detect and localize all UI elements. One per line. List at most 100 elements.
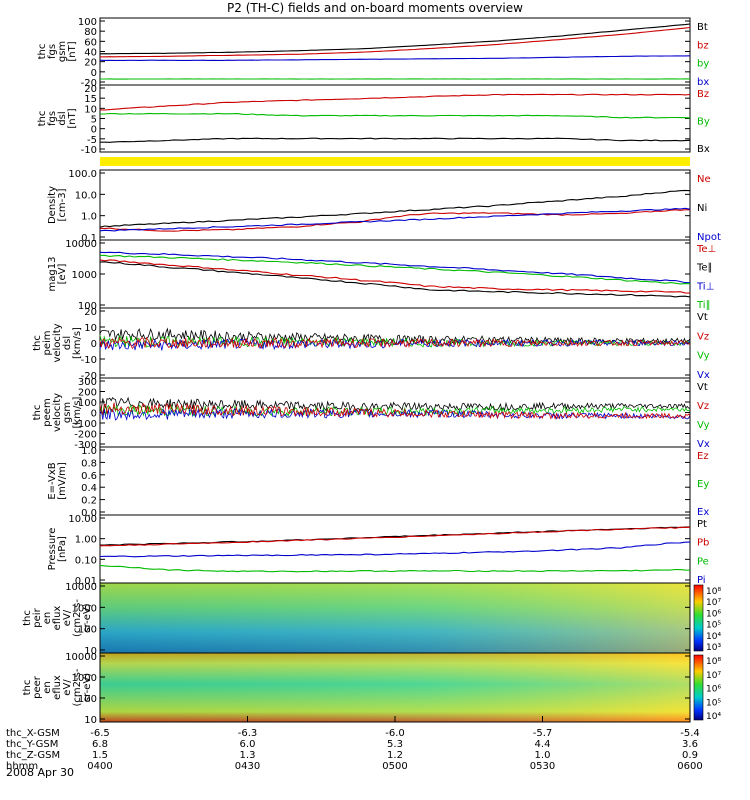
y-tick-label: 100 bbox=[78, 694, 97, 705]
y-axis-label: [mV/m] bbox=[57, 462, 68, 500]
legend-entry: Te⊥ bbox=[696, 244, 716, 255]
y-tick-label: 1.0 bbox=[81, 212, 97, 223]
y-tick-label: 10 bbox=[84, 104, 97, 115]
x-row-value: -6.3 bbox=[238, 728, 258, 739]
x-row-label: thc_Y-GSM bbox=[6, 739, 58, 750]
y-tick-label: 0.10 bbox=[75, 555, 97, 566]
series-line bbox=[100, 137, 691, 143]
x-row-value: 1.5 bbox=[92, 750, 108, 761]
x-row-value: 1.0 bbox=[535, 750, 551, 761]
y-axis-label: fgs bbox=[47, 111, 58, 126]
y-axis-label: eflux bbox=[52, 606, 63, 631]
legend-entry: Vt bbox=[697, 312, 708, 323]
y-tick-label: 0.4 bbox=[81, 483, 97, 494]
y-tick-label: 5 bbox=[91, 115, 97, 126]
y-tick-label: 0 bbox=[91, 68, 97, 79]
y-tick-label: 20 bbox=[84, 58, 97, 69]
series-line bbox=[99, 251, 691, 284]
y-tick-label: 1000 bbox=[72, 270, 97, 281]
legend-entry: Bt bbox=[697, 22, 708, 33]
panel-peim-velocity: 20 10 0 -10 -20 thc peim velocity dsl [km/s] Vt Vz V… bbox=[32, 307, 710, 382]
x-row-label: hhmm bbox=[6, 761, 38, 772]
y-tick-label: -5 bbox=[87, 135, 97, 146]
y-tick-label: 100 bbox=[78, 398, 97, 409]
colorbar-tick-label: 10⁴ bbox=[706, 712, 721, 722]
y-tick-label: 10 bbox=[84, 646, 97, 657]
y-tick-label: 0.01 bbox=[75, 576, 97, 587]
y-tick-label: -200 bbox=[74, 430, 97, 441]
series-line bbox=[99, 338, 691, 351]
y-tick-label: 15 bbox=[84, 94, 97, 105]
colorbar bbox=[693, 584, 704, 652]
y-tick-label: -10 bbox=[81, 355, 97, 366]
y-axis-label: [km/s] bbox=[72, 396, 83, 428]
y-axis-label: (cm2-s- bbox=[72, 668, 83, 706]
panel-efield: 1.00.8 0.60.4 0.20.0 E=-VxB [mV/m] Ez Ey Ex bbox=[47, 446, 709, 519]
series-line bbox=[99, 526, 691, 547]
legend-entry: Vy bbox=[697, 351, 710, 362]
x-row-value: 0430 bbox=[235, 761, 260, 772]
series-line bbox=[99, 396, 691, 413]
x-row-value: 1.3 bbox=[240, 750, 256, 761]
legend-entry: Ey bbox=[697, 479, 709, 490]
legend-entry: Vx bbox=[697, 370, 710, 381]
colorbar-tick-label: 10⁶ bbox=[706, 609, 721, 619]
y-tick-label: 100 bbox=[78, 17, 97, 28]
y-tick-label: 20 bbox=[84, 84, 97, 95]
y-axis-label: peer bbox=[32, 675, 43, 699]
legend-entry: by bbox=[697, 59, 709, 70]
y-tick-label: 0.2 bbox=[81, 496, 97, 507]
y-tick-label: 10.0 bbox=[75, 190, 97, 201]
legend-entry: Ez bbox=[697, 451, 709, 462]
y-axis-label: eV/ bbox=[62, 609, 73, 626]
colorbar-tick-label: 10³ bbox=[706, 643, 721, 653]
y-tick-label: 1000 bbox=[72, 603, 97, 614]
x-row-value: 0400 bbox=[87, 761, 112, 772]
y-tick-label: 1000 bbox=[72, 673, 97, 684]
legend-entry: Vz bbox=[697, 331, 709, 342]
series-line bbox=[99, 254, 691, 285]
series-line bbox=[99, 209, 690, 232]
y-axis-label: gsm bbox=[62, 402, 73, 423]
y-axis-label: thc bbox=[37, 111, 48, 127]
y-axis-label: Pressure bbox=[47, 528, 58, 571]
y-axis-label: [km/s] bbox=[72, 327, 83, 359]
x-row-value: -6.5 bbox=[90, 728, 110, 739]
series-line bbox=[99, 55, 691, 61]
y-axis-label: peem bbox=[42, 398, 53, 426]
plot-title: P2 (TH-C) fields and on-board moments ov… bbox=[227, 1, 523, 15]
legend-entry: Ti∥ bbox=[696, 300, 711, 311]
y-axis-label: gsm bbox=[57, 41, 68, 62]
x-row-value: 5.3 bbox=[387, 739, 403, 750]
legend-entry: Npot bbox=[697, 232, 721, 243]
y-tick-label: 10 bbox=[84, 323, 97, 334]
x-row-value: -6.0 bbox=[385, 728, 405, 739]
y-tick-label: 0.6 bbox=[81, 471, 97, 482]
y-axis-label: sr-eV) bbox=[82, 673, 93, 702]
panel-frame bbox=[99, 17, 691, 86]
legend-entry: Te∥ bbox=[696, 263, 713, 274]
series-line bbox=[99, 26, 691, 58]
x-row-value: 6.8 bbox=[92, 739, 108, 750]
series-line bbox=[99, 23, 691, 55]
y-axis-label: eflux bbox=[52, 675, 63, 700]
panel-frame bbox=[99, 446, 691, 516]
legend-entry: bx bbox=[697, 77, 709, 88]
y-tick-label: -100 bbox=[74, 419, 97, 430]
colorbar bbox=[693, 654, 704, 721]
series-line bbox=[99, 207, 691, 232]
colorbar-tick-label: 10⁵ bbox=[706, 621, 721, 631]
y-axis-label: (cm2-s- bbox=[72, 599, 83, 637]
series-line bbox=[99, 93, 691, 111]
y-tick-label: -300 bbox=[74, 440, 97, 451]
legend-entry: Pt bbox=[697, 519, 707, 530]
x-row-value: 0.9 bbox=[682, 750, 698, 761]
series-line bbox=[99, 336, 691, 350]
y-axis-label: thc bbox=[32, 335, 43, 351]
y-tick-label: 10000 bbox=[65, 582, 97, 593]
legend-entry: Ne bbox=[697, 174, 711, 185]
series-line bbox=[99, 402, 691, 420]
